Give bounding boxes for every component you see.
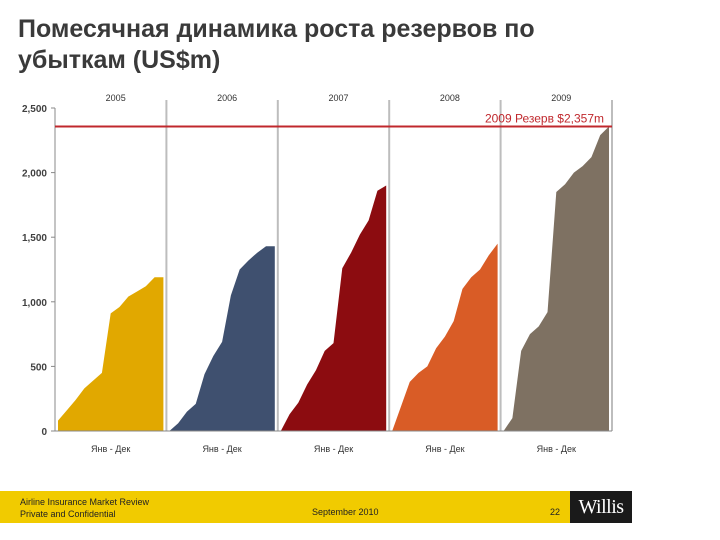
footer-bar: Airline Insurance Market Review Private … (0, 491, 632, 523)
footer-left-text: Airline Insurance Market Review Private … (20, 496, 149, 520)
page-title: Помесячная динамика роста резервов по уб… (18, 14, 658, 76)
year-label-2006: 2006 (217, 93, 237, 103)
year-label-2005: 2005 (106, 93, 126, 103)
panel-x-label: Янв - Дек (537, 444, 576, 454)
panel-x-label: Янв - Дек (202, 444, 241, 454)
page-number: 22 (550, 507, 561, 517)
panel-x-label: Янв - Дек (314, 444, 353, 454)
willis-logo: Willis (570, 491, 632, 523)
panel-x-label: Янв - Дек (91, 444, 130, 454)
y-tick-label: 2,000 (22, 169, 47, 180)
y-tick-label: 1,500 (22, 233, 47, 244)
y-tick-label: 1,000 (22, 298, 47, 309)
footer-report-name: Airline Insurance Market Review (20, 497, 150, 507)
area-2006 (169, 246, 275, 431)
footer-date: September 2010 (312, 507, 379, 517)
page-title-line-1: Помесячная динамика роста резервов по (18, 15, 535, 43)
area-2007 (280, 185, 387, 431)
y-tick-label: 500 (30, 362, 47, 373)
footer-confidentiality: Private and Confidential (20, 509, 116, 519)
page-title-line-2: убыткам (US$m) (18, 46, 221, 74)
y-tick-label: 2,500 (22, 104, 47, 115)
year-label-2008: 2008 (440, 93, 460, 103)
area-2005 (58, 277, 164, 431)
year-label-2007: 2007 (328, 93, 348, 103)
reserve-reference-label: 2009 Резерв $2,357m (485, 111, 604, 125)
year-label-2009: 2009 (551, 93, 571, 103)
area-2008 (392, 243, 498, 431)
y-tick-label: 0 (41, 427, 47, 438)
area-2009 (503, 126, 609, 431)
panel-x-label: Янв - Дек (425, 444, 464, 454)
